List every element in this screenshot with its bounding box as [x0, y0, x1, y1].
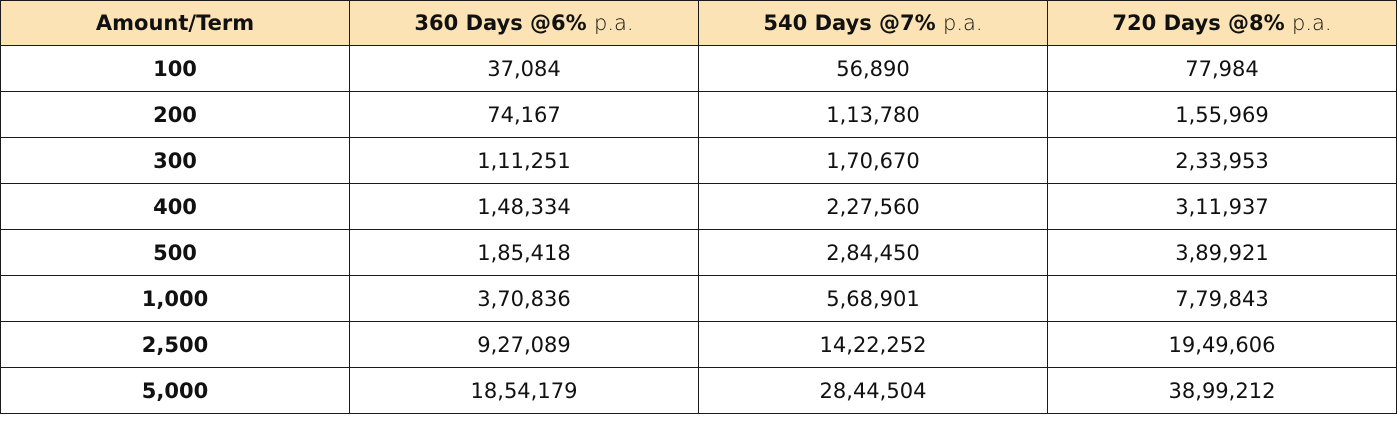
value-cell: 38,99,212	[1047, 367, 1397, 414]
amount-cell: 400	[0, 183, 350, 230]
interest-table: Amount/Term 360 Days @6% p.a. 540 Days @7%…	[0, 0, 1397, 414]
table-row: 500 1,85,418 2,84,450 3,89,921	[0, 229, 1397, 276]
value-cell: 3,89,921	[1047, 229, 1397, 276]
header-term: 720 Days @8%	[1112, 11, 1285, 35]
value-cell: 28,44,504	[698, 367, 1048, 414]
value-cell: 7,79,843	[1047, 275, 1397, 322]
table-body: 100 37,084 56,890 77,984 200 74,167 1,13,780 1,…	[0, 45, 1397, 414]
amount-cell: 500	[0, 229, 350, 276]
amount-cell: 100	[0, 45, 350, 92]
amount-cell: 1,000	[0, 275, 350, 322]
header-suffix: p.a.	[1292, 11, 1332, 35]
table-row: 5,000 18,54,179 28,44,504 38,99,212	[0, 367, 1397, 414]
header-suffix: p.a.	[594, 11, 634, 35]
value-cell: 5,68,901	[698, 275, 1048, 322]
table-row: 1,000 3,70,836 5,68,901 7,79,843	[0, 275, 1397, 322]
value-cell: 37,084	[349, 45, 699, 92]
value-cell: 1,48,334	[349, 183, 699, 230]
value-cell: 2,33,953	[1047, 137, 1397, 184]
header-term: 540 Days @7%	[763, 11, 936, 35]
value-cell: 14,22,252	[698, 321, 1048, 368]
value-cell: 3,70,836	[349, 275, 699, 322]
table-row: 200 74,167 1,13,780 1,55,969	[0, 91, 1397, 138]
value-cell: 1,85,418	[349, 229, 699, 276]
value-cell: 56,890	[698, 45, 1048, 92]
value-cell: 1,13,780	[698, 91, 1048, 138]
header-cell: 720 Days @8% p.a.	[1047, 0, 1397, 46]
table-head: Amount/Term 360 Days @6% p.a. 540 Days @7%…	[0, 0, 1397, 46]
value-cell: 19,49,606	[1047, 321, 1397, 368]
header-suffix: p.a.	[943, 11, 983, 35]
amount-cell: 2,500	[0, 321, 350, 368]
value-cell: 77,984	[1047, 45, 1397, 92]
value-cell: 1,70,670	[698, 137, 1048, 184]
amount-cell: 5,000	[0, 367, 350, 414]
table-row: 100 37,084 56,890 77,984	[0, 45, 1397, 92]
value-cell: 18,54,179	[349, 367, 699, 414]
header-cell: 360 Days @6% p.a.	[349, 0, 699, 46]
value-cell: 9,27,089	[349, 321, 699, 368]
header-cell: Amount/Term	[0, 0, 350, 46]
amount-cell: 200	[0, 91, 350, 138]
value-cell: 1,11,251	[349, 137, 699, 184]
value-cell: 74,167	[349, 91, 699, 138]
table-row: 400 1,48,334 2,27,560 3,11,937	[0, 183, 1397, 230]
value-cell: 1,55,969	[1047, 91, 1397, 138]
value-cell: 3,11,937	[1047, 183, 1397, 230]
header-term: 360 Days @6%	[414, 11, 587, 35]
table-row: 2,500 9,27,089 14,22,252 19,49,606	[0, 321, 1397, 368]
header-cell: 540 Days @7% p.a.	[698, 0, 1048, 46]
amount-cell: 300	[0, 137, 350, 184]
value-cell: 2,27,560	[698, 183, 1048, 230]
header-row: Amount/Term 360 Days @6% p.a. 540 Days @7%…	[0, 0, 1397, 46]
value-cell: 2,84,450	[698, 229, 1048, 276]
table-row: 300 1,11,251 1,70,670 2,33,953	[0, 137, 1397, 184]
